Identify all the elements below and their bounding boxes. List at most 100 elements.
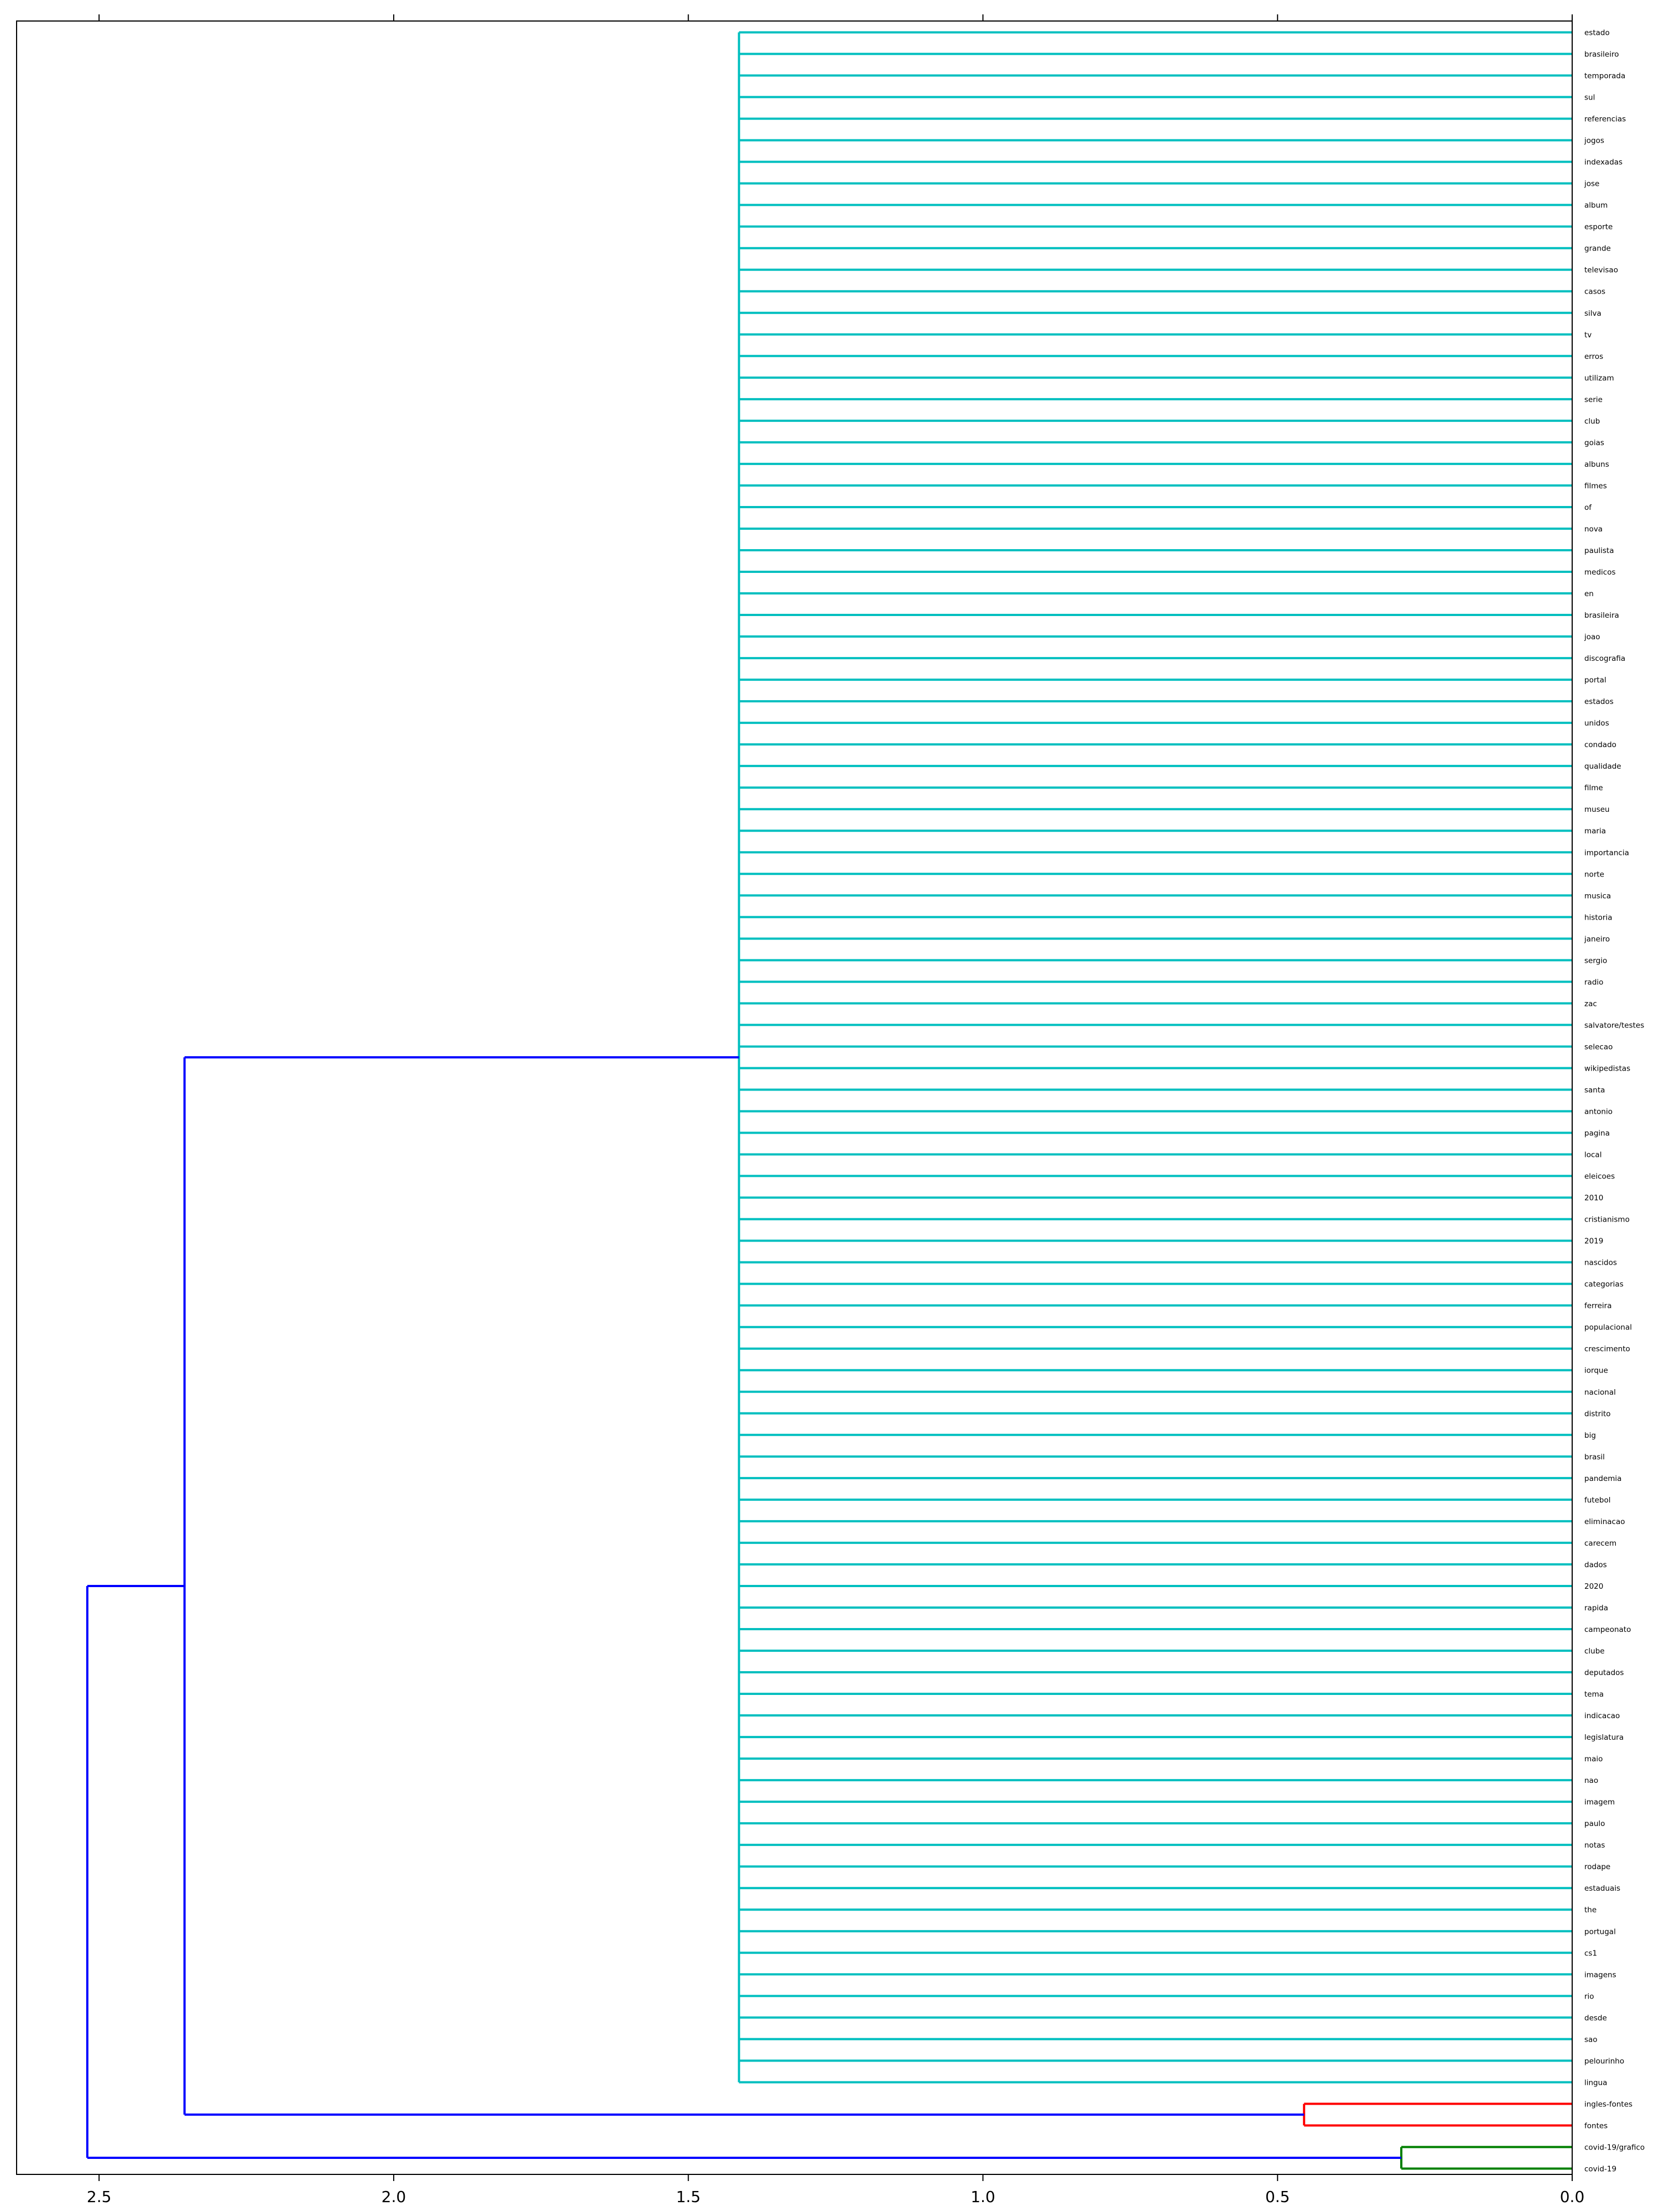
leaf-label: fontes	[1584, 2121, 1608, 2130]
leaf-label: temporada	[1584, 72, 1625, 81]
leaf-label: utilizam	[1584, 374, 1614, 383]
leaf-label: nascidos	[1584, 1259, 1617, 1267]
leaf-label: erros	[1584, 352, 1603, 361]
leaf-label: zac	[1584, 999, 1597, 1008]
leaf-label: 2020	[1584, 1582, 1603, 1591]
leaf-label: campeonato	[1584, 1625, 1631, 1634]
leaf-label: salvatore/testes	[1584, 1021, 1644, 1030]
leaf-label: filme	[1584, 784, 1603, 792]
leaf-label: brasileiro	[1584, 50, 1619, 59]
leaf-label: album	[1584, 201, 1608, 210]
leaf-label: rio	[1584, 1992, 1594, 2001]
leaf-label: portal	[1584, 676, 1606, 685]
leaf-label: discografia	[1584, 654, 1625, 663]
leaf-label: dados	[1584, 1561, 1607, 1569]
leaf-label: crescimento	[1584, 1345, 1630, 1354]
leaf-label: jose	[1584, 180, 1599, 189]
leaf-label: rapida	[1584, 1604, 1608, 1613]
leaf-label: silva	[1584, 309, 1601, 318]
leaf-label: norte	[1584, 870, 1604, 879]
leaf-label: albuns	[1584, 460, 1609, 469]
leaf-label: brasileira	[1584, 611, 1619, 620]
leaf-label: imagem	[1584, 1798, 1615, 1807]
leaf-label: esporte	[1584, 223, 1613, 232]
leaf-label: categorias	[1584, 1280, 1624, 1289]
leaf-label: estaduais	[1584, 1884, 1620, 1893]
leaf-label: big	[1584, 1431, 1596, 1440]
leaf-label: cs1	[1584, 1949, 1597, 1958]
leaf-label: unidos	[1584, 719, 1609, 728]
leaf-label: ingles-fontes	[1584, 2100, 1632, 2109]
leaf-label: museu	[1584, 805, 1610, 814]
leaf-label: eleicoes	[1584, 1172, 1615, 1181]
leaf-label: brasil	[1584, 1453, 1605, 1462]
leaf-label: importancia	[1584, 848, 1629, 857]
leaf-label: the	[1584, 1906, 1597, 1914]
leaf-label: musica	[1584, 891, 1611, 900]
leaf-label: maio	[1584, 1755, 1603, 1764]
leaf-label: selecao	[1584, 1042, 1613, 1051]
leaf-label: estado	[1584, 29, 1610, 38]
leaf-label: notas	[1584, 1841, 1605, 1850]
leaf-label: maria	[1584, 827, 1606, 836]
leaf-label: estados	[1584, 697, 1614, 706]
leaf-label: 2019	[1584, 1237, 1603, 1246]
leaf-label: sergio	[1584, 956, 1607, 965]
leaf-label: tv	[1584, 331, 1592, 340]
leaf-label: lingua	[1584, 2078, 1607, 2087]
leaf-label: qualidade	[1584, 762, 1621, 771]
leaf-label: eliminacao	[1584, 1517, 1625, 1526]
leaf-label: santa	[1584, 1086, 1605, 1094]
leaf-label: goias	[1584, 439, 1604, 447]
leaf-label: cristianismo	[1584, 1215, 1630, 1224]
leaf-label: rodape	[1584, 1863, 1610, 1871]
leaf-label: joao	[1584, 633, 1600, 641]
leaf-label: indicacao	[1584, 1712, 1620, 1720]
leaf-label: nova	[1584, 525, 1603, 534]
leaf-label: nao	[1584, 1776, 1598, 1785]
leaf-label: carecem	[1584, 1539, 1616, 1548]
x-tick-label: 2.5	[87, 2188, 112, 2206]
leaf-label: historia	[1584, 913, 1612, 922]
leaf-label: 2010	[1584, 1194, 1603, 1203]
leaf-label: pagina	[1584, 1129, 1610, 1138]
leaf-label: referencias	[1584, 115, 1626, 124]
leaf-label: sao	[1584, 2035, 1598, 2044]
plot-frame	[16, 20, 1573, 2175]
leaf-label: medicos	[1584, 568, 1616, 577]
leaf-label: nacional	[1584, 1388, 1616, 1397]
leaf-label: imagens	[1584, 1970, 1616, 1979]
leaf-label: antonio	[1584, 1108, 1613, 1117]
leaf-label: janeiro	[1584, 935, 1610, 943]
leaf-label: desde	[1584, 2013, 1607, 2022]
leaf-label: iorque	[1584, 1366, 1608, 1375]
leaf-label: populacional	[1584, 1323, 1632, 1332]
x-tick-label: 2.0	[382, 2188, 406, 2206]
leaf-label: casos	[1584, 288, 1605, 296]
leaf-label: indexadas	[1584, 158, 1623, 167]
leaf-label: pelourinho	[1584, 2057, 1624, 2065]
leaf-label: tema	[1584, 1690, 1604, 1699]
leaf-label: sul	[1584, 93, 1595, 102]
leaf-label: en	[1584, 589, 1594, 598]
leaf-label: paulista	[1584, 546, 1614, 555]
leaf-label: serie	[1584, 395, 1603, 404]
leaf-label: deputados	[1584, 1668, 1624, 1677]
leaf-label: covid-19	[1584, 2164, 1616, 2173]
leaf-label: portugal	[1584, 1927, 1616, 1936]
leaf-label: distrito	[1584, 1410, 1611, 1418]
leaf-label: local	[1584, 1151, 1601, 1160]
leaf-label: televisao	[1584, 266, 1618, 275]
leaf-label: radio	[1584, 978, 1603, 987]
leaf-label: filmes	[1584, 482, 1607, 491]
leaf-label: club	[1584, 417, 1600, 426]
leaf-label: pandemia	[1584, 1474, 1621, 1483]
leaf-label: covid-19/grafico	[1584, 2143, 1645, 2152]
leaf-label: clube	[1584, 1647, 1605, 1656]
x-tick-label: 0.5	[1265, 2188, 1290, 2206]
leaf-label: grande	[1584, 244, 1611, 253]
leaf-label: of	[1584, 503, 1592, 512]
